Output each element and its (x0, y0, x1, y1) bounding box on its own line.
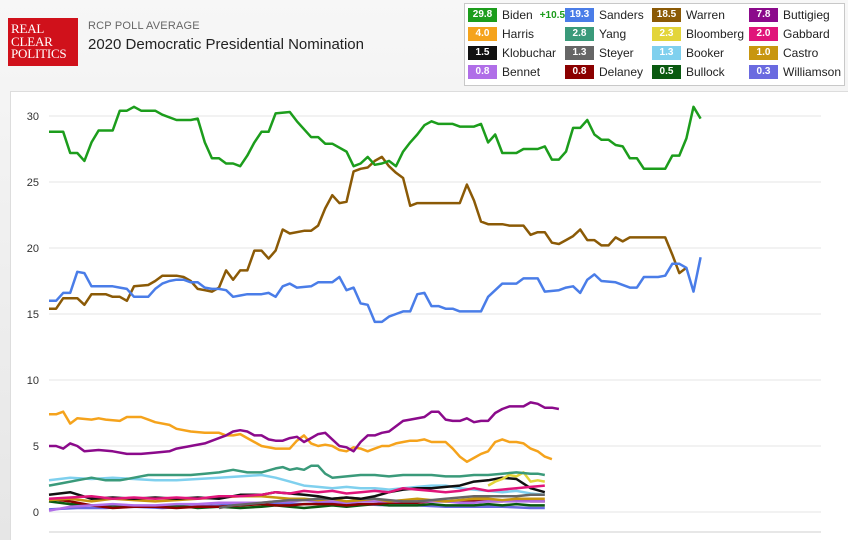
legend-value-badge: 0.8 (565, 65, 594, 79)
y-tick-label: 20 (27, 243, 39, 255)
legend-item-castro[interactable]: 1.0 Castro (749, 45, 818, 61)
legend-item-bennet[interactable]: 0.8 Bennet (468, 64, 540, 80)
legend-candidate-name: Biden (502, 8, 533, 22)
legend-candidate-name: Buttigieg (783, 8, 830, 22)
legend-item-klobuchar[interactable]: 1.5 Klobuchar (468, 45, 556, 61)
legend-candidate-name: Steyer (599, 46, 634, 60)
series-line-buttigieg[interactable] (49, 401, 560, 456)
legend-candidate-name: Booker (686, 46, 725, 60)
legend-item-warren[interactable]: 18.5 Warren (652, 7, 725, 23)
series-line-delaney[interactable] (48, 497, 545, 510)
series-line-warren[interactable] (49, 155, 688, 310)
legend-candidate-name: Williamson (783, 65, 842, 79)
series-line-bennet[interactable] (48, 498, 545, 512)
legend-value-badge: 0.8 (468, 65, 497, 79)
y-tick-label: 5 (33, 441, 39, 453)
rcp-logo[interactable]: REAL CLEAR POLITICS (8, 18, 78, 66)
y-tick-label: 0 (33, 507, 39, 519)
chart-title: 2020 Democratic Presidential Nomination (88, 36, 364, 53)
chart-header: REAL CLEAR POLITICS RCP POLL AVERAGE 202… (0, 0, 848, 88)
logo-line-3: POLITICS (11, 46, 67, 61)
legend-value-badge: 2.8 (565, 27, 594, 41)
legend-value-badge: 1.3 (652, 46, 681, 60)
chart-area: 0 5 10 15 20 25 30 (10, 91, 848, 540)
legend-item-buttigieg[interactable]: 7.8 Buttigieg (749, 7, 830, 23)
y-tick-label: 15 (27, 309, 39, 321)
poll-subtitle: RCP POLL AVERAGE (88, 20, 200, 32)
legend-item-sanders[interactable]: 19.3 Sanders (565, 7, 644, 23)
legend-value-badge: 7.8 (749, 8, 778, 22)
series-line-bloomberg[interactable] (487, 471, 546, 487)
legend-item-booker[interactable]: 1.3 Booker (652, 45, 724, 61)
legend-value-badge: 29.8 (468, 8, 497, 22)
legend-candidate-name: Yang (599, 27, 627, 41)
legend-candidate-name: Castro (783, 46, 819, 60)
legend-value-badge: 19.3 (565, 8, 594, 22)
legend-candidate-name: Gabbard (783, 27, 830, 41)
legend-value-badge: 4.0 (468, 27, 497, 41)
legend-candidate-name: Sanders (599, 8, 644, 22)
legend-candidate-name: Delaney (599, 65, 644, 79)
series-line-gabbard[interactable] (48, 484, 545, 501)
legend-item-delaney[interactable]: 0.8 Delaney (565, 64, 643, 80)
legend-value-badge: 2.0 (749, 27, 778, 41)
legend-value-badge: 0.3 (749, 65, 778, 79)
legend-item-bullock[interactable]: 0.5 Bullock (652, 64, 725, 80)
legend-value-badge: 1.5 (468, 46, 497, 60)
y-tick-label: 30 (27, 111, 39, 123)
legend-value-badge: 1.0 (749, 46, 778, 60)
legend-value-badge: 18.5 (652, 8, 681, 22)
series-line-klobuchar[interactable] (48, 476, 546, 501)
legend-item-williamson[interactable]: 0.3 Williamson (749, 64, 841, 80)
legend-candidate-name: Klobuchar (502, 46, 557, 60)
y-tick-label: 10 (27, 375, 39, 387)
legend-candidate-name: Warren (686, 8, 725, 22)
legend-item-biden[interactable]: 29.8 Biden +10.5 (468, 7, 565, 23)
series-line-yang[interactable] (48, 464, 546, 487)
line-chart: 0 5 10 15 20 25 30 (27, 105, 821, 533)
chart-legend: 29.8 Biden +10.5 19.3 Sanders 18.5 Warren 7.8 Bu… (464, 3, 845, 86)
legend-candidate-name: Bullock (686, 65, 725, 79)
legend-item-gabbard[interactable]: 2.0 Gabbard (749, 26, 830, 42)
legend-candidate-name: Bennet (502, 65, 541, 79)
legend-value-badge: 2.3 (652, 27, 681, 41)
series-line-harris[interactable] (49, 410, 553, 464)
legend-candidate-name: Bloomberg (686, 27, 745, 41)
series-line-booker[interactable] (48, 473, 545, 497)
logo-line-2: CLEAR (11, 33, 53, 49)
legend-item-harris[interactable]: 4.0 Harris (468, 26, 534, 42)
legend-spread: +10.5 (539, 9, 566, 21)
logo-line-1: REAL (11, 21, 45, 36)
legend-item-yang[interactable]: 2.8 Yang (565, 26, 626, 42)
legend-value-badge: 0.5 (652, 65, 681, 79)
series-line-sanders[interactable] (49, 256, 702, 324)
series-line-biden[interactable] (49, 105, 702, 171)
y-tick-label: 25 (27, 177, 39, 189)
legend-candidate-name: Harris (502, 27, 534, 41)
legend-item-steyer[interactable]: 1.3 Steyer (565, 45, 634, 61)
series-line-steyer[interactable] (218, 493, 545, 510)
legend-value-badge: 1.3 (565, 46, 594, 60)
legend-item-bloomberg[interactable]: 2.3 Bloomberg (652, 26, 744, 42)
